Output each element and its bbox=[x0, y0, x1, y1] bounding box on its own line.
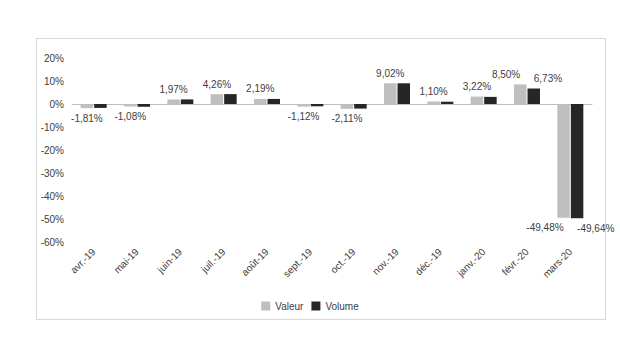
svg-text:Valeur: Valeur bbox=[275, 301, 304, 312]
svg-text:10%: 10% bbox=[44, 76, 64, 87]
svg-text:-50%: -50% bbox=[41, 214, 64, 225]
svg-text:1,10%: 1,10% bbox=[419, 86, 447, 97]
svg-text:-49,48%: -49,48% bbox=[526, 222, 563, 233]
svg-text:9,02%: 9,02% bbox=[376, 68, 404, 79]
svg-text:1,97%: 1,97% bbox=[159, 84, 187, 95]
svg-text:mai-19: mai-19 bbox=[112, 246, 142, 276]
svg-text:-1,08%: -1,08% bbox=[114, 111, 146, 122]
svg-text:-10%: -10% bbox=[41, 122, 64, 133]
svg-text:sept.-19: sept.-19 bbox=[281, 246, 315, 280]
svg-text:-60%: -60% bbox=[41, 237, 64, 248]
svg-text:-1,12%: -1,12% bbox=[288, 111, 320, 122]
svg-text:-49,64%: -49,64% bbox=[577, 223, 614, 234]
svg-text:4,26%: 4,26% bbox=[203, 79, 231, 90]
svg-text:juil.-19: juil.-19 bbox=[198, 246, 228, 276]
svg-text:Volume: Volume bbox=[325, 301, 359, 312]
svg-text:déc.-19: déc.-19 bbox=[413, 246, 445, 278]
svg-text:-1,81%: -1,81% bbox=[71, 113, 103, 124]
svg-text:janv.-20: janv.-20 bbox=[454, 246, 487, 279]
svg-text:-2,11%: -2,11% bbox=[331, 113, 362, 124]
svg-text:août-19: août-19 bbox=[239, 246, 271, 278]
svg-text:0%: 0% bbox=[50, 99, 65, 110]
svg-text:20%: 20% bbox=[44, 53, 64, 64]
svg-text:-30%: -30% bbox=[41, 168, 64, 179]
svg-text:2,19%: 2,19% bbox=[246, 83, 274, 94]
svg-text:8,50%: 8,50% bbox=[492, 69, 520, 80]
svg-text:3,22%: 3,22% bbox=[463, 81, 491, 92]
svg-text:mars-20: mars-20 bbox=[541, 246, 575, 280]
svg-text:févr.-20: févr.-20 bbox=[500, 246, 532, 278]
svg-text:juin-19: juin-19 bbox=[155, 246, 185, 276]
svg-text:-40%: -40% bbox=[41, 191, 64, 202]
svg-text:6,73%: 6,73% bbox=[534, 73, 562, 84]
svg-text:avr.-19: avr.-19 bbox=[68, 246, 98, 276]
svg-text:-20%: -20% bbox=[41, 145, 64, 156]
svg-text:nov.-19: nov.-19 bbox=[370, 246, 401, 277]
svg-text:oct.-19: oct.-19 bbox=[328, 246, 358, 276]
